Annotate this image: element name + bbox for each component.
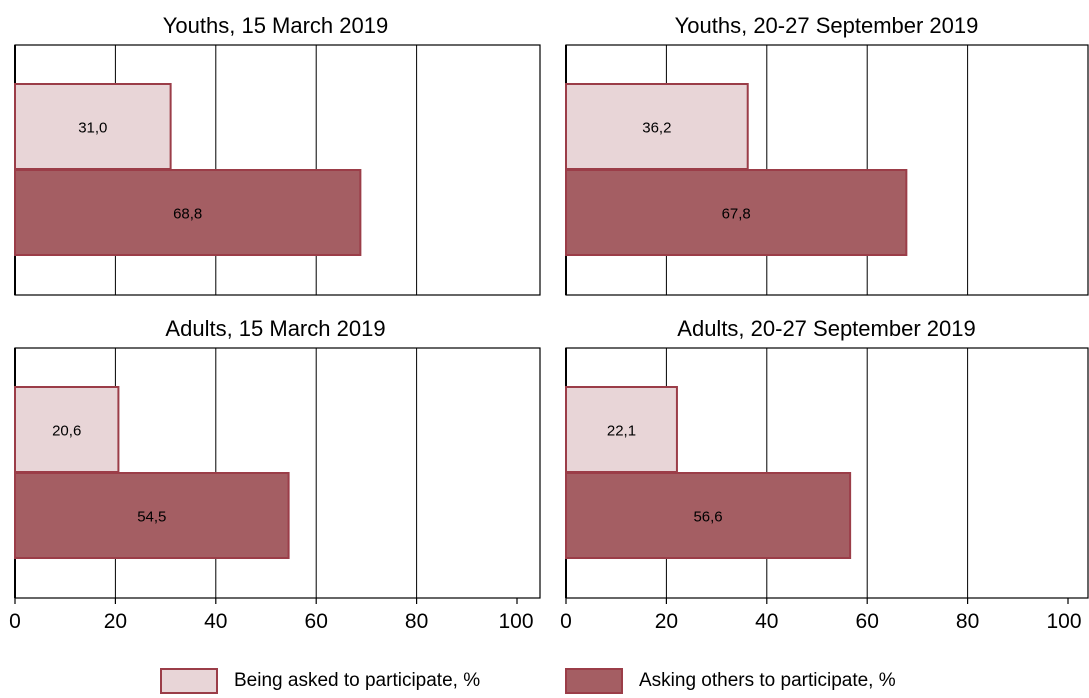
data-label: 36,2	[642, 120, 671, 137]
x-tick-label: 80	[405, 610, 428, 633]
panel-title: Adults, 15 March 2019	[165, 316, 385, 341]
bar-being-asked	[565, 386, 678, 473]
chart-panel-2: Youths, 20-27 September 2019 36,2 67,8	[565, 13, 1089, 296]
bar-asking-others	[565, 169, 908, 256]
chart-panel-4: Adults, 20-27 September 2019 22,1 56,6 0 20 4…	[560, 316, 1089, 633]
data-label: 22,1	[607, 423, 636, 440]
x-tick-label: 80	[956, 610, 979, 633]
legend-label-asking: Asking others to participate, %	[639, 670, 896, 691]
bar-being-asked	[14, 386, 120, 473]
bar-asking-others	[565, 472, 852, 559]
panel-title: Youths, 15 March 2019	[163, 13, 388, 38]
panel-title: Adults, 20-27 September 2019	[677, 316, 975, 341]
x-tick-label: 0	[560, 610, 572, 633]
data-label: 68,8	[173, 206, 202, 223]
legend-item-asked: Being asked to participate, %	[160, 668, 480, 694]
x-tick-label: 20	[104, 610, 127, 633]
legend-swatch-asking	[565, 668, 623, 694]
data-label: 54,5	[137, 509, 166, 526]
bar-being-asked	[14, 83, 172, 170]
x-tick-label: 100	[1046, 610, 1081, 633]
bar-asking-others	[14, 169, 362, 256]
chart-panel-1: Youths, 15 March 2019 31,0 68,8	[14, 13, 541, 296]
x-tick-label: 60	[305, 610, 328, 633]
legend-label-asked: Being asked to participate, %	[234, 670, 481, 691]
data-label: 67,8	[722, 206, 751, 223]
panel-title: Youths, 20-27 September 2019	[675, 13, 979, 38]
bar-being-asked	[565, 83, 749, 170]
data-label: 20,6	[52, 423, 81, 440]
x-tick-label: 20	[655, 610, 678, 633]
legend-swatch-asked	[160, 668, 218, 694]
data-label: 31,0	[78, 120, 107, 137]
x-tick-label: 0	[9, 610, 21, 633]
bar-asking-others	[14, 472, 290, 559]
data-label: 56,6	[693, 509, 722, 526]
x-tick-label: 40	[204, 610, 227, 633]
chart-panel-3: Adults, 15 March 2019 20,6 54,5 0 20 40 60 80 10…	[9, 316, 541, 633]
x-tick-label: 40	[755, 610, 778, 633]
x-tick-label: 60	[856, 610, 879, 633]
legend-item-asking: Asking others to participate, %	[565, 668, 896, 694]
x-tick-label: 100	[498, 610, 533, 633]
